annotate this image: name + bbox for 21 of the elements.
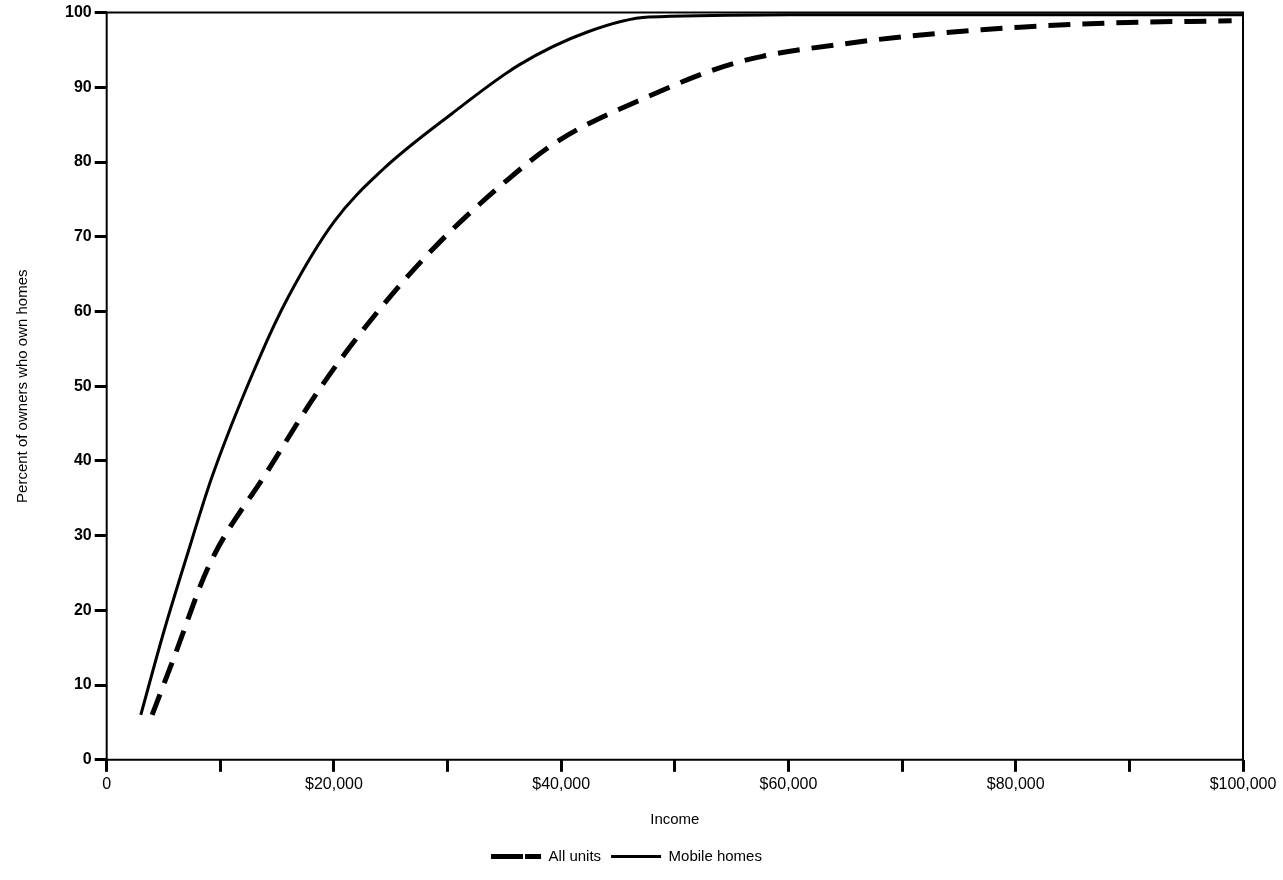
y-tick-label: 80 <box>73 152 92 170</box>
x-axis-title: Income <box>650 810 700 828</box>
y-tick-label: 40 <box>73 451 92 469</box>
y-tick-label: 0 <box>82 750 92 768</box>
y-tick-label: 90 <box>73 77 92 95</box>
legend-label: All units <box>548 846 602 864</box>
y-tick-label: 60 <box>73 301 92 319</box>
y-tick-label: 70 <box>73 227 92 245</box>
x-tick-label: 0 <box>102 774 112 792</box>
legend-label: Mobile homes <box>668 846 762 864</box>
x-tick-label: $100,000 <box>1209 774 1277 792</box>
x-tick-label: $80,000 <box>986 774 1045 792</box>
x-tick-label: $20,000 <box>305 774 363 792</box>
y-tick-label: 30 <box>73 526 92 544</box>
y-tick-label: 20 <box>73 600 92 618</box>
x-tick-label: $40,000 <box>532 774 591 792</box>
y-tick-label: 10 <box>73 675 92 693</box>
y-tick-label: 100 <box>64 3 92 21</box>
y-tick-label: 50 <box>73 376 92 394</box>
y-axis-title: Percent of owners who own homes <box>13 269 31 503</box>
x-tick-label: $60,000 <box>759 774 818 792</box>
